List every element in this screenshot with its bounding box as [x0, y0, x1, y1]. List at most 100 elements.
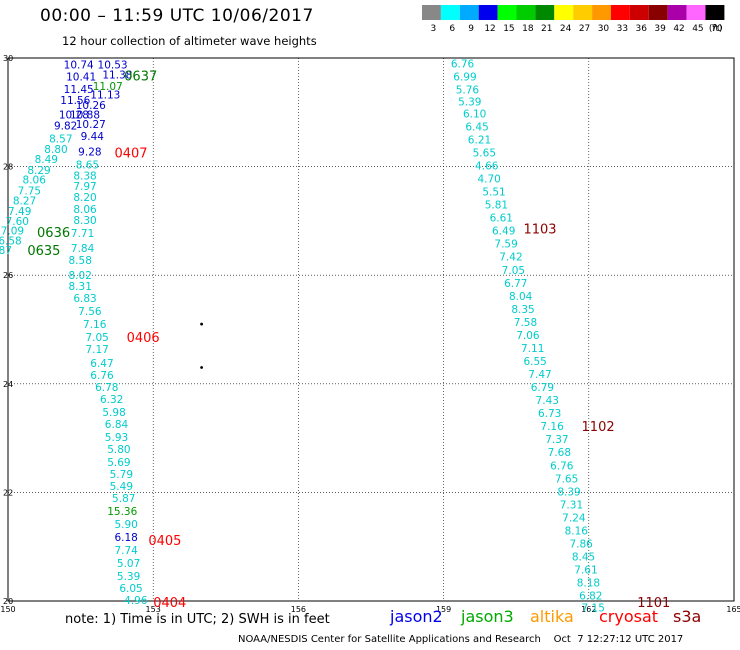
legend-altika: altika — [530, 607, 574, 626]
wave-height-value: 10.53 — [98, 60, 128, 72]
colorbar-swatch — [686, 5, 706, 20]
wave-height-value: 7.16 — [83, 319, 107, 331]
wave-height-value: 5.79 — [110, 469, 133, 481]
legend-s3a: s3a — [673, 607, 702, 626]
colorbar-unit: (ft) — [709, 24, 723, 34]
colorbar-label: 42 — [673, 24, 684, 34]
wave-height-value: 8.35 — [511, 304, 534, 316]
wave-height-value: 6.47 — [90, 358, 113, 370]
wave-height-value: 5.49 — [110, 481, 133, 493]
wave-height-value: 8.31 — [69, 281, 92, 293]
wave-height-value: 8.30 — [73, 215, 96, 227]
map-title: 00:00 – 11:59 UTC 10/06/2017 — [40, 6, 314, 26]
wave-height-value: 5.51 — [482, 187, 505, 199]
colorbar-swatch — [478, 5, 498, 20]
map-grid: 150 153 156 159 162 165 20 22 24 26 28 30 — [0, 54, 740, 614]
pass-time-label: 0636 — [37, 226, 70, 241]
wave-height-value: 7.84 — [71, 243, 95, 255]
wave-height-value: 5.87 — [112, 493, 135, 505]
colorbar-label: 3 — [430, 24, 436, 34]
wave-height-value: 8.29 — [27, 165, 50, 177]
wave-height-value: 5.39 — [117, 571, 140, 583]
wave-height-value: 8.04 — [509, 291, 533, 303]
colorbar-swatch — [573, 5, 593, 20]
wave-height-value: 6.99 — [453, 71, 476, 83]
colorbar-swatch — [440, 5, 460, 20]
wave-height-value: 6.76 — [550, 460, 574, 472]
wave-height-value: 7.06 — [516, 330, 540, 342]
wave-height-value: 5.98 — [102, 407, 125, 419]
wave-height-value: 11.56 — [60, 95, 90, 107]
wave-height-value: 7.15 — [582, 603, 605, 615]
wave-height-value: 9.82 — [54, 120, 77, 132]
wave-height-value: 4.66 — [475, 161, 499, 173]
wave-height-value: 7.58 — [514, 317, 537, 329]
wave-height-value: 7.47 — [528, 369, 551, 381]
pass-time-label: 0407 — [114, 146, 147, 161]
colorbar-label: 70 — [711, 24, 723, 34]
wave-height-value: 8.16 — [565, 525, 589, 537]
pass-time-label: 0637 — [124, 69, 157, 84]
colorbar-swatch — [516, 5, 536, 20]
wave-height-value: 8.20 — [73, 192, 96, 204]
pass-time-label: 0406 — [127, 331, 160, 346]
lon-tick-label: 150 — [0, 605, 15, 614]
wave-height-value: 11.45 — [64, 84, 94, 96]
colorbar-label: 27 — [579, 24, 590, 34]
wave-height-value: 11.13 — [90, 89, 120, 101]
wave-height-value: 6.78 — [95, 382, 118, 394]
colorbar-swatch — [497, 5, 517, 20]
pass-time-label: 1102 — [582, 420, 615, 435]
wave-height-value: 8.45 — [572, 551, 595, 563]
wave-height-value: 5.65 — [473, 147, 496, 159]
wave-height-value: 10.41 — [66, 71, 96, 83]
pass-time-label: 0405 — [148, 534, 181, 549]
wave-height-value: 7.86 — [569, 538, 593, 550]
lon-tick-label: 162 — [581, 605, 596, 614]
wave-height-value: 8.57 — [49, 133, 72, 145]
colorbar-label: 24 — [560, 24, 572, 34]
wave-height-value: 7.05 — [85, 332, 108, 344]
wave-height-value: 6.58 — [0, 235, 22, 247]
wave-height-value: 7.68 — [548, 447, 571, 459]
wave-height-value: 5.69 — [107, 457, 130, 469]
colorbar-swatch — [629, 5, 649, 20]
colorbar-label: 30 — [598, 24, 610, 34]
lon-tick-label: 159 — [436, 605, 451, 614]
wave-height-value: 6.73 — [538, 408, 561, 420]
pass-time-label: 0404 — [153, 596, 186, 611]
wave-height-value: 7.24 — [562, 512, 586, 524]
wave-height-value: 6.84 — [105, 419, 129, 431]
pass-time-labels: 0637 0407 0636 0635 0406 0405 0404 1103 1102 1101 — [27, 69, 670, 611]
wave-height-value: 7.49 — [8, 206, 31, 218]
wave-height-value: 7.42 — [499, 252, 522, 264]
wave-height-value: 9.28 — [78, 146, 101, 158]
wave-height-value: 8.02 — [69, 270, 92, 282]
colorbar-label: 6 — [449, 24, 455, 34]
wave-height-value: 6.55 — [523, 356, 546, 368]
wave-height-value: 5.39 — [458, 96, 481, 108]
wave-height-value: 5.93 — [105, 432, 128, 444]
wave-height-value: 8.27 — [13, 195, 36, 207]
wave-height-value: 10.26 — [76, 100, 106, 112]
colorbar-label: 12 — [484, 24, 495, 34]
wave-height-value: 10.27 — [76, 119, 106, 131]
colorbar-label: 18 — [522, 24, 534, 34]
wave-height-value: 7.56 — [78, 306, 102, 318]
colorbar-label: 15 — [503, 24, 514, 34]
wave-height-value: 5.07 — [117, 558, 140, 570]
legend-jason2: jason2 — [390, 607, 443, 626]
colorbar-label: 21 — [541, 24, 552, 34]
wave-height-value: 6.83 — [73, 293, 96, 305]
pass-time-label: 1103 — [523, 223, 556, 238]
wave-height-value: 7.11 — [521, 343, 544, 355]
wave-height-value: 15.36 — [107, 506, 137, 518]
wave-height-value: 8.58 — [69, 255, 92, 267]
colorbar-swatch — [667, 5, 687, 20]
wave-height-value: 7.65 — [555, 473, 578, 485]
wave-height-value: 6.76 — [451, 58, 475, 70]
marker-dot — [200, 366, 204, 369]
wave-height-value: 10.28 — [59, 109, 89, 121]
wave-height-value: 6.32 — [100, 394, 123, 406]
